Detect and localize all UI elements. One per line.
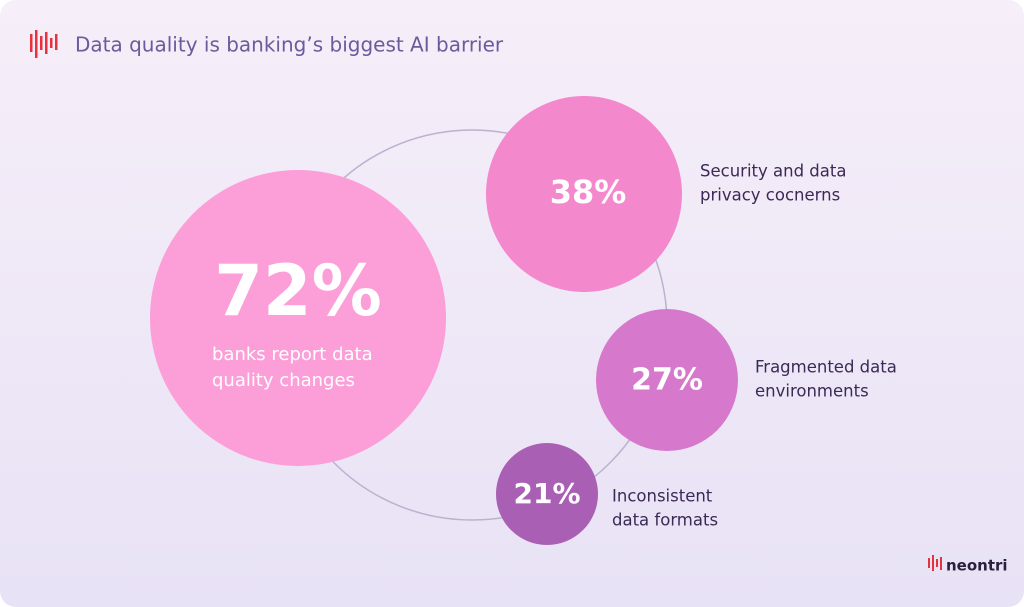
hero-circle <box>150 170 446 466</box>
logo-icon <box>30 30 58 58</box>
brand-icon <box>928 555 942 571</box>
hero-caption: banks report data <box>212 344 373 365</box>
stat-value: 27% <box>631 363 703 398</box>
title: Data quality is banking’s biggest AI bar… <box>75 33 504 57</box>
brand-name: neontri <box>946 557 1008 575</box>
stat-label: data formats <box>612 511 718 530</box>
stat-circle <box>496 443 598 545</box>
stat-value: 21% <box>513 477 580 510</box>
stat-value: 38% <box>550 173 627 211</box>
stat-circle <box>486 96 682 292</box>
stat-label: Fragmented data <box>755 358 897 377</box>
stat-label: Security and data <box>700 162 846 181</box>
hero-caption: quality changes <box>212 370 355 391</box>
stat-label: environments <box>755 382 869 401</box>
stat-circle <box>596 309 738 451</box>
stat-label: Inconsistent <box>612 487 713 506</box>
stat-label: privacy cocnerns <box>700 186 840 205</box>
hero-value: 72% <box>214 250 382 332</box>
